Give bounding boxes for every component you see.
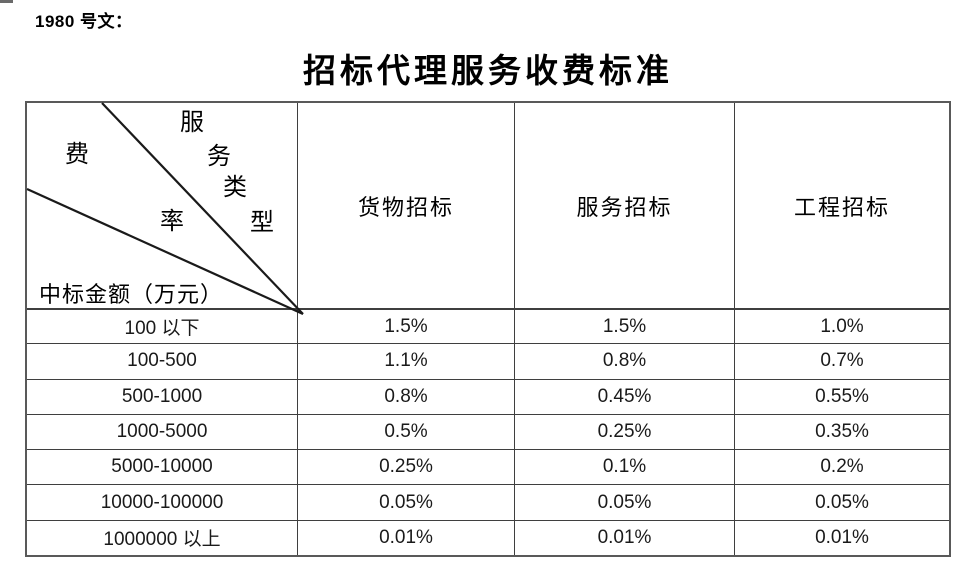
corner-service-char-2: 务 [207,144,231,170]
fee-value: 0.01% [297,519,514,555]
fee-value: 0.25% [297,449,514,485]
fee-value: 0.55% [734,378,949,414]
row-label: 1000000 以上 [27,519,297,555]
fee-value: 0.05% [514,484,734,520]
fee-value: 1.0% [734,308,949,344]
row-label: 1000-5000 [27,413,297,449]
row-label: 10000-100000 [27,484,297,519]
page-title: 招标代理服务收费标准 [303,54,673,90]
fee-value: 0.2% [734,449,949,485]
fee-value: 0.5% [297,413,514,450]
diagonal-header-cell: 费 率 服 务 类 型 中标金额（万元） [26,102,304,316]
document-number-label: 1980 号文： [35,12,133,31]
fee-value: 0.01% [734,519,949,555]
fee-value: 0.01% [514,519,734,555]
fee-value: 0.7% [734,343,949,379]
col-header-goods-bidding: 货物招标 [297,103,514,308]
col-header-service-bidding: 服务招标 [514,103,734,308]
fee-value: 0.8% [297,378,514,414]
diagonal-split-lines [26,102,304,316]
fee-value: 0.05% [734,484,949,520]
fee-value: 0.05% [297,484,514,520]
corner-fee-char: 费 [65,142,89,168]
fee-value: 1.5% [514,308,734,344]
fee-value: 0.25% [514,413,734,450]
row-label: 500-1000 [27,378,297,414]
corner-service-char-4: 型 [250,210,274,236]
corner-rate-char: 率 [160,209,184,235]
fee-value: 0.45% [514,378,734,414]
fee-value: 0.1% [514,449,734,485]
corner-amount-label: 中标金额（万元） [39,282,224,307]
fee-standard-table: 费 率 服 务 类 型 中标金额（万元） 货物招标 服务招标 工程招标 100 … [25,101,951,557]
corner-service-char-1: 服 [180,110,204,136]
row-label: 5000-10000 [27,449,297,484]
fee-value: 1.5% [297,308,514,344]
col-header-engineering-bidding: 工程招标 [734,103,949,308]
fee-value: 1.1% [297,343,514,379]
row-label: 100 以下 [27,308,297,343]
fee-value: 0.35% [734,413,949,450]
corner-service-char-3: 类 [223,175,247,201]
row-label: 100-500 [27,343,297,378]
fee-value: 0.8% [514,343,734,379]
screen-edge-artifact [0,0,13,3]
